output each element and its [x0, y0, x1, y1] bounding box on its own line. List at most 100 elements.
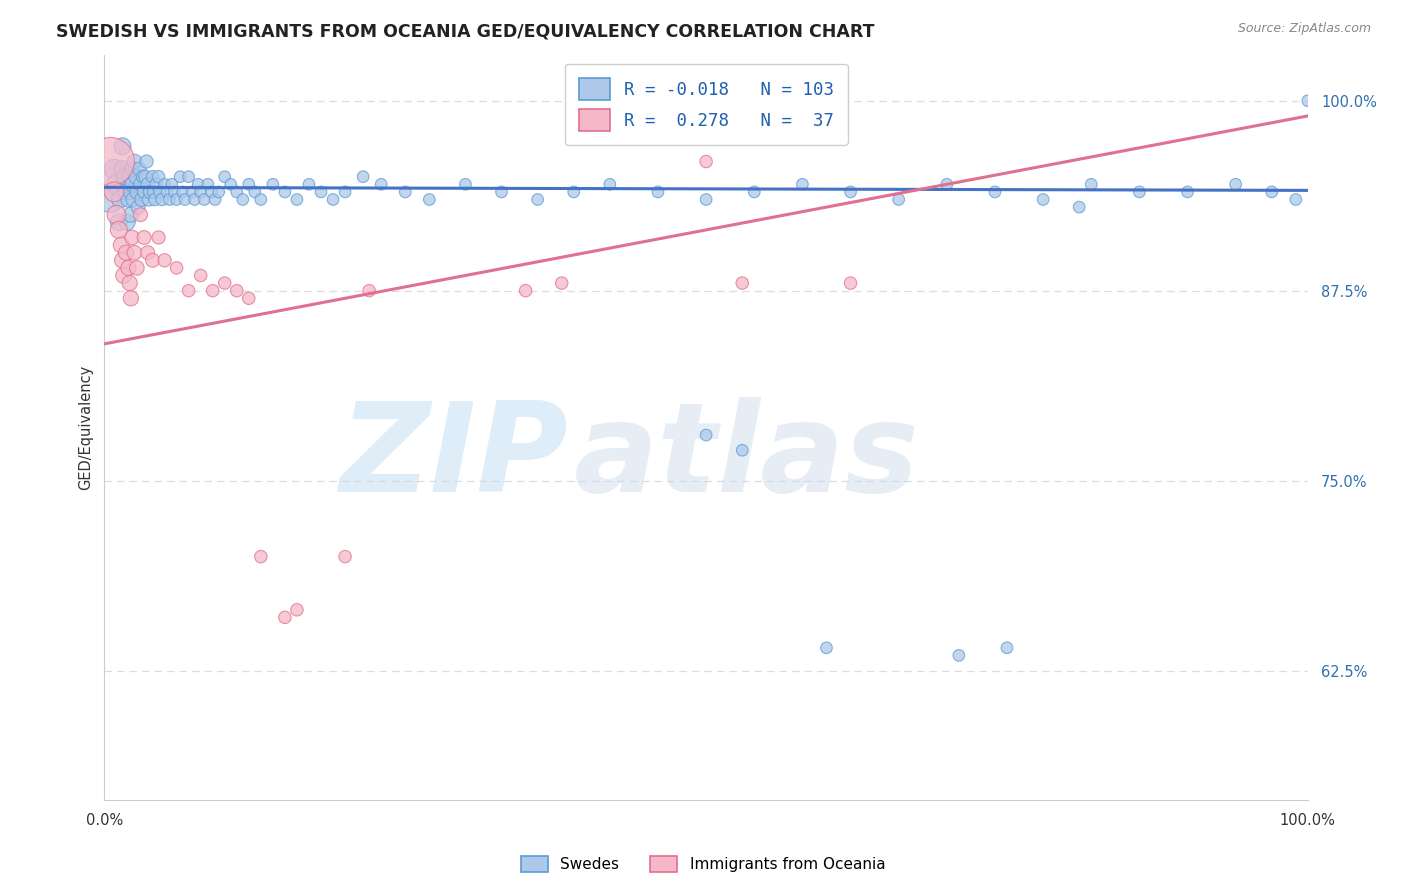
Point	[274, 185, 297, 199]
Point	[141, 253, 163, 268]
Point	[309, 185, 332, 199]
Point	[225, 185, 247, 199]
Point	[150, 193, 173, 207]
Point	[163, 185, 186, 199]
Point	[285, 603, 308, 617]
Point	[839, 276, 862, 290]
Point	[454, 178, 477, 192]
Point	[115, 185, 138, 199]
Point	[143, 193, 166, 207]
Point	[138, 193, 160, 207]
Point	[187, 178, 209, 192]
Point	[370, 178, 392, 192]
Point	[219, 178, 242, 192]
Point	[117, 215, 139, 229]
Point	[731, 443, 754, 458]
Point	[815, 640, 838, 655]
Point	[118, 169, 141, 184]
Point	[352, 169, 374, 184]
Point	[551, 276, 574, 290]
Point	[562, 185, 585, 199]
Point	[132, 185, 155, 199]
Point	[250, 193, 273, 207]
Point	[166, 193, 188, 207]
Point	[124, 245, 146, 260]
Point	[139, 185, 162, 199]
Point	[112, 268, 135, 283]
Point	[695, 428, 717, 442]
Point	[1296, 94, 1319, 108]
Point	[515, 284, 537, 298]
Legend: R = -0.018   N = 103, R =  0.278   N =  37: R = -0.018 N = 103, R = 0.278 N = 37	[565, 64, 848, 145]
Legend: Swedes, Immigrants from Oceania: Swedes, Immigrants from Oceania	[513, 848, 893, 880]
Point	[984, 185, 1007, 199]
Point	[208, 185, 231, 199]
Point	[111, 139, 134, 153]
Point	[110, 238, 132, 252]
Point	[995, 640, 1018, 655]
Point	[225, 284, 247, 298]
Point	[142, 185, 165, 199]
Point	[105, 208, 128, 222]
Point	[177, 169, 200, 184]
Point	[232, 193, 254, 207]
Point	[197, 178, 219, 192]
Point	[731, 276, 754, 290]
Point	[105, 178, 128, 192]
Point	[120, 208, 142, 222]
Point	[1285, 193, 1308, 207]
Point	[1080, 178, 1102, 192]
Point	[201, 284, 224, 298]
Point	[100, 193, 122, 207]
Point	[108, 223, 131, 237]
Point	[112, 178, 135, 192]
Point	[792, 178, 814, 192]
Point	[122, 193, 145, 207]
Point	[132, 169, 155, 184]
Point	[115, 245, 138, 260]
Point	[491, 185, 513, 199]
Point	[262, 178, 284, 192]
Point	[108, 193, 131, 207]
Point	[135, 154, 157, 169]
Point	[129, 178, 152, 192]
Point	[214, 276, 236, 290]
Point	[1032, 193, 1054, 207]
Point	[125, 260, 148, 275]
Point	[136, 245, 159, 260]
Point	[129, 208, 152, 222]
Point	[333, 549, 356, 564]
Point	[160, 178, 183, 192]
Y-axis label: GED/Equivalency: GED/Equivalency	[79, 365, 93, 490]
Point	[183, 193, 205, 207]
Text: Source: ZipAtlas.com: Source: ZipAtlas.com	[1237, 22, 1371, 36]
Point	[103, 162, 125, 177]
Point	[1128, 185, 1150, 199]
Point	[190, 185, 212, 199]
Point	[322, 193, 344, 207]
Point	[108, 215, 131, 229]
Point	[127, 200, 149, 214]
Point	[128, 162, 150, 177]
Point	[298, 178, 321, 192]
Point	[647, 185, 669, 199]
Point	[149, 185, 172, 199]
Point	[117, 193, 139, 207]
Point	[948, 648, 970, 663]
Point	[111, 162, 134, 177]
Point	[333, 185, 356, 199]
Text: ZIP: ZIP	[339, 397, 568, 517]
Point	[695, 154, 717, 169]
Point	[111, 253, 134, 268]
Point	[1225, 178, 1247, 192]
Point	[148, 230, 170, 244]
Text: SWEDISH VS IMMIGRANTS FROM OCEANIA GED/EQUIVALENCY CORRELATION CHART: SWEDISH VS IMMIGRANTS FROM OCEANIA GED/E…	[56, 22, 875, 40]
Point	[1261, 185, 1284, 199]
Text: atlas: atlas	[574, 397, 920, 517]
Point	[174, 193, 197, 207]
Point	[156, 185, 179, 199]
Point	[124, 154, 146, 169]
Point	[153, 178, 176, 192]
Point	[125, 185, 148, 199]
Point	[121, 162, 143, 177]
